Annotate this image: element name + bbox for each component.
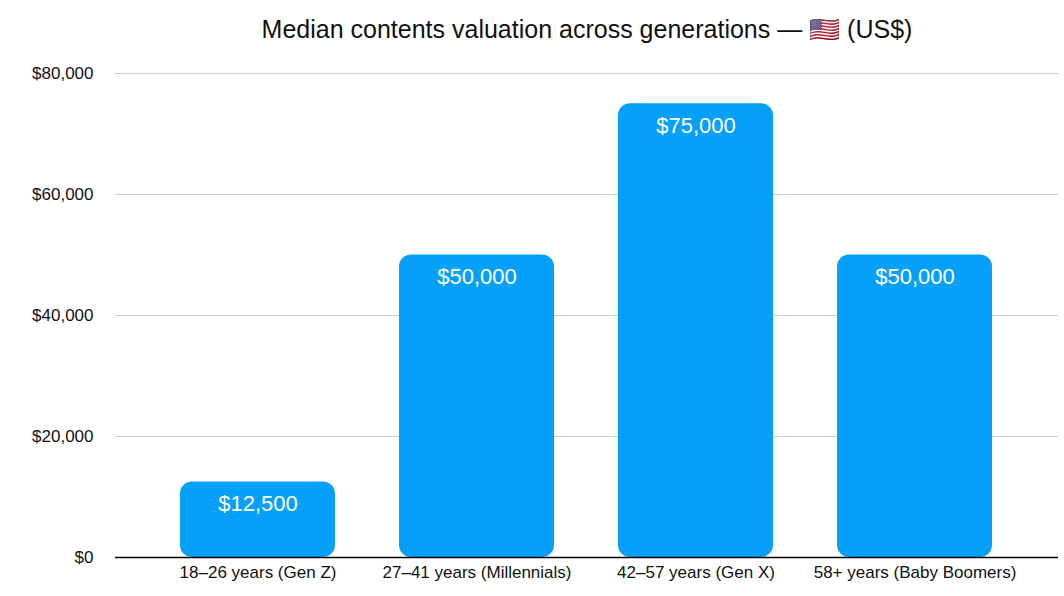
svg-text:$40,000: $40,000: [32, 306, 93, 325]
svg-text:$75,000: $75,000: [656, 113, 736, 138]
svg-text:$50,000: $50,000: [875, 264, 955, 289]
svg-text:$50,000: $50,000: [437, 264, 517, 289]
svg-text:58+ years (Baby Boomers): 58+ years (Baby Boomers): [814, 563, 1017, 582]
svg-text:42–57 years (Gen X): 42–57 years (Gen X): [617, 563, 775, 582]
svg-text:$80,000: $80,000: [32, 64, 93, 83]
svg-text:$12,500: $12,500: [218, 491, 298, 516]
svg-text:$60,000: $60,000: [32, 185, 93, 204]
svg-text:18–26 years (Gen Z): 18–26 years (Gen Z): [180, 563, 337, 582]
svg-text:$0: $0: [75, 548, 94, 567]
svg-text:$20,000: $20,000: [32, 427, 93, 446]
svg-text:27–41 years (Millennials): 27–41 years (Millennials): [383, 563, 572, 582]
html-text:Median contents valuation acro: Median contents valuation across generat…: [261, 15, 913, 43]
